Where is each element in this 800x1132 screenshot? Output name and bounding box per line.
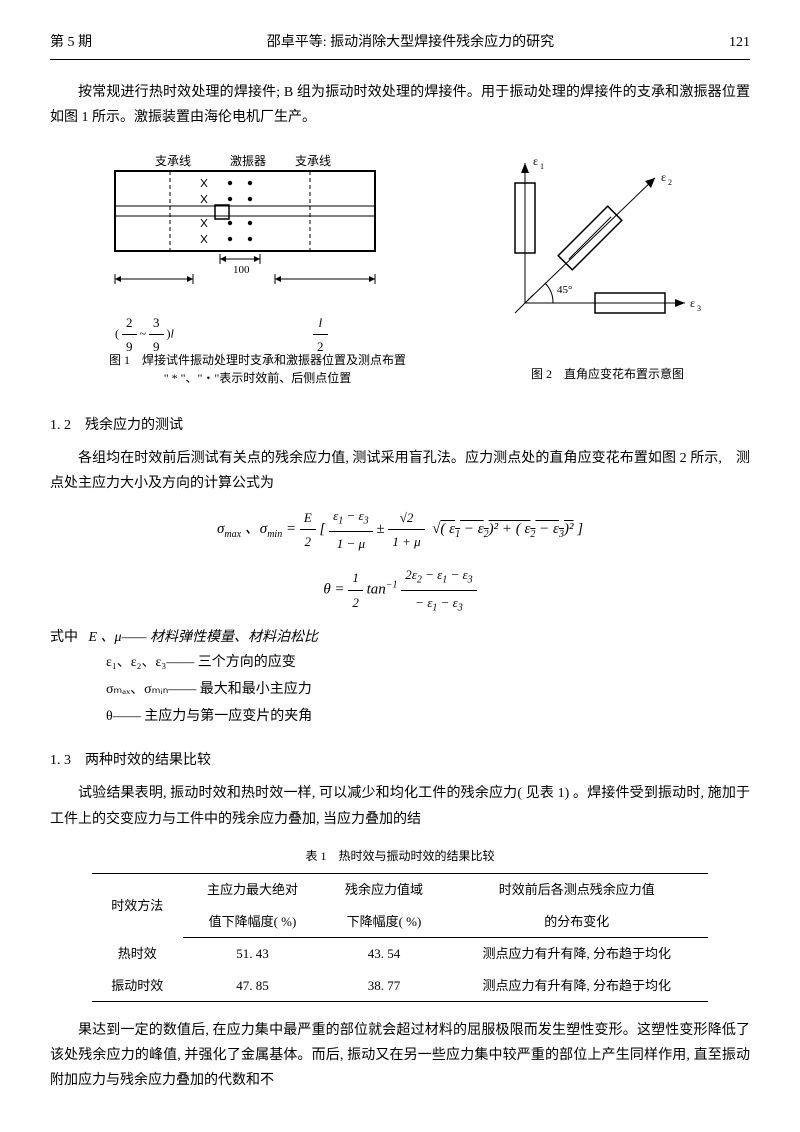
figure-1-svg: 支承线 激振器 支承线: [95, 151, 395, 311]
svg-text:2: 2: [668, 178, 672, 187]
table-1: 时效方法 主应力最大绝对 残余应力值域 时效前后各测点残余应力值 值下降幅度( …: [92, 873, 708, 1002]
figure-1: 支承线 激振器 支承线: [95, 151, 395, 333]
figure-2-svg: 45° ε1 ε2 ε3: [485, 153, 705, 333]
svg-text:45°: 45°: [557, 284, 572, 296]
section-1-2-para: 各组均在时效前后测试有关点的残余应力值, 测试采用盲孔法。应力测点处的直角应变花…: [50, 446, 750, 496]
paragraph-1: 按常规进行热时效处理的焊接件; B 组为振动时效处理的焊接件。用于振动处理的焊接…: [50, 80, 750, 130]
table-head-c3b: 下降幅度( %): [322, 906, 445, 938]
table-head-method: 时效方法: [92, 874, 183, 938]
svg-text:ε: ε: [661, 170, 666, 184]
table-row: 热时效 51. 43 43. 54 测点应力有升有降, 分布趋于均化: [92, 938, 708, 970]
figures-row: 支承线 激振器 支承线: [50, 151, 750, 333]
formula-theta: θ = 12 tan−1 2ε2 − ε1 − ε3− ε1 − ε3: [50, 563, 750, 617]
svg-text:1: 1: [540, 162, 544, 171]
table-head-c4a: 时效前后各测点残余应力值: [446, 874, 708, 906]
svg-text:100: 100: [233, 264, 250, 276]
where-block: 式中 E 、μ—— 材料弹性模量、材料泊松比 ε₁、ε₂、ε₃—— 三个方向的应…: [50, 625, 750, 730]
header-issue: 第 5 期: [50, 30, 92, 55]
fig1-exciter-label: 激振器: [230, 154, 266, 168]
section-1-2-heading: 1. 2 残余应力的测试: [50, 413, 750, 438]
formula-sigma: σmax 、σmin = E2 [ ε1 − ε31 − μ ± √21 + μ…: [50, 504, 750, 555]
fig1-support-label-right: 支承线: [295, 154, 331, 168]
table-row: 振动时效 47. 85 38. 77 测点应力有升有降, 分布趋于均化: [92, 970, 708, 1002]
svg-text:ε: ε: [690, 296, 695, 310]
header-page: 121: [729, 30, 750, 55]
figure-2-caption: 图 2 直角应变花布置示意图: [508, 351, 708, 387]
section-1-3-para: 试验结果表明, 振动时效和热时效一样, 可以减少和均化工件的残余应力( 见表 1…: [50, 781, 750, 831]
table-head-c4b: 的分布变化: [446, 906, 708, 938]
table-head-c2a: 主应力最大绝对: [183, 874, 323, 906]
svg-text:3: 3: [697, 304, 701, 313]
section-1-3-heading: 1. 3 两种时效的结果比较: [50, 748, 750, 773]
table-head-c2b: 值下降幅度( %): [183, 906, 323, 938]
paragraph-last: 果达到一定的数值后, 在应力集中最严重的部位就会超过材料的屈服极限而发生塑性变形…: [50, 1018, 750, 1094]
table-head-c3a: 残余应力值域: [322, 874, 445, 906]
table-1-caption: 表 1 热时效与振动时效的结果比较: [50, 846, 750, 868]
page-header: 第 5 期 邵卓平等: 振动消除大型焊接件残余应力的研究 121: [50, 30, 750, 60]
header-title: 邵卓平等: 振动消除大型焊接件残余应力的研究: [92, 30, 729, 55]
fig1-support-label-left: 支承线: [155, 154, 191, 168]
figure-2: 45° ε1 ε2 ε3: [485, 153, 705, 333]
svg-text:ε: ε: [533, 154, 538, 168]
